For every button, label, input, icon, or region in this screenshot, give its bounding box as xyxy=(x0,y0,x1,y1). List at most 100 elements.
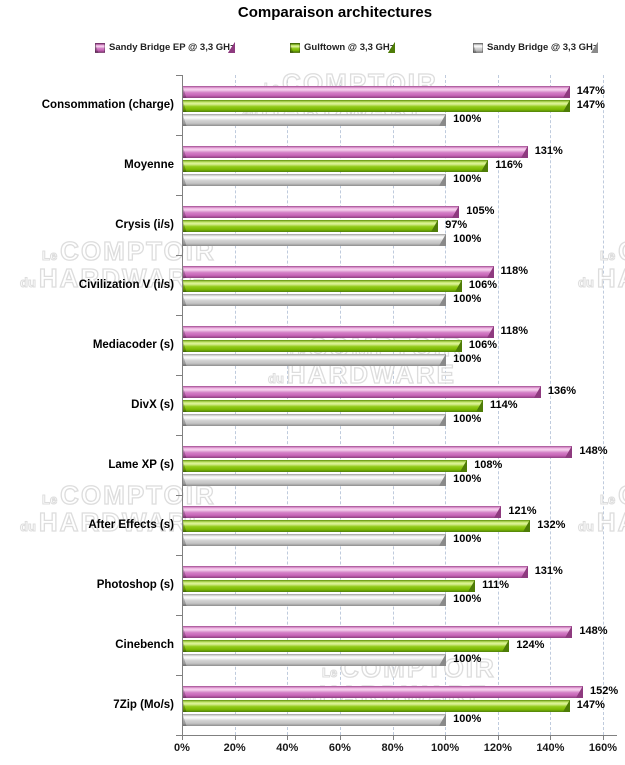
bar-sandy-bridge-ep-3-3-ghz xyxy=(183,206,460,218)
bar-sandy-bridge-3-3-ghz xyxy=(183,474,447,486)
value-label: 100% xyxy=(453,593,482,605)
bar-gulftown-3-3-ghz xyxy=(183,640,510,652)
category-label: Civilization V (i/s) xyxy=(78,279,174,291)
value-label: 100% xyxy=(453,413,482,425)
y-axis-tick xyxy=(176,435,182,436)
gridline xyxy=(550,75,552,735)
category-label: 7Zip (Mo/s) xyxy=(113,699,174,711)
legend-item-sandy-bridge-ep: Sandy Bridge EP @ 3,3 GHz xyxy=(95,42,235,53)
y-axis-tick xyxy=(176,555,182,556)
legend-label: Sandy Bridge @ 3,3 GHz xyxy=(487,42,598,53)
value-label: 124% xyxy=(516,639,545,651)
value-label: 147% xyxy=(576,699,605,711)
legend-swatch-magenta-icon xyxy=(95,42,105,53)
value-label: 114% xyxy=(490,399,518,411)
legend-swatch-green-icon xyxy=(290,42,300,53)
category-label: Mediacoder (s) xyxy=(92,339,174,351)
x-axis-tick xyxy=(339,736,341,740)
x-axis-tick xyxy=(234,736,236,740)
bar-sandy-bridge-ep-3-3-ghz xyxy=(183,446,573,458)
legend-label: Gulftown @ 3,3 GHz xyxy=(304,42,395,53)
bar-sandy-bridge-3-3-ghz xyxy=(183,594,447,606)
value-label: 105% xyxy=(466,205,495,217)
x-axis-tick-label: 100% xyxy=(431,742,460,754)
legend-item-gulftown: Gulftown @ 3,3 GHz xyxy=(290,42,395,53)
value-label: 147% xyxy=(576,99,605,111)
x-axis-tick xyxy=(287,736,289,740)
bar-sandy-bridge-3-3-ghz xyxy=(183,114,447,126)
bar-sandy-bridge-ep-3-3-ghz xyxy=(183,386,541,398)
bar-sandy-bridge-ep-3-3-ghz xyxy=(183,626,573,638)
bar-sandy-bridge-3-3-ghz xyxy=(183,714,447,726)
category-label: After Effects (s) xyxy=(88,519,174,531)
bar-sandy-bridge-ep-3-3-ghz xyxy=(183,266,494,278)
x-axis-tick xyxy=(182,736,183,740)
value-label: 100% xyxy=(453,293,482,305)
bar-gulftown-3-3-ghz xyxy=(183,520,531,532)
y-axis-tick xyxy=(176,735,182,736)
y-axis-tick xyxy=(176,615,182,616)
value-label: 108% xyxy=(474,459,503,471)
value-label: 106% xyxy=(468,339,498,351)
x-axis-tick-label: 20% xyxy=(223,742,246,754)
value-label: 118% xyxy=(500,265,529,277)
y-axis-tick xyxy=(176,315,182,316)
x-axis-tick-label: 140% xyxy=(536,742,565,754)
bar-sandy-bridge-3-3-ghz xyxy=(183,414,447,426)
bar-sandy-bridge-ep-3-3-ghz xyxy=(183,566,528,578)
value-label: 148% xyxy=(579,445,608,457)
x-axis-tick xyxy=(603,736,604,740)
value-label: 118% xyxy=(500,325,529,337)
value-label: 131% xyxy=(534,145,563,157)
y-axis-tick xyxy=(176,255,182,256)
bar-sandy-bridge-3-3-ghz xyxy=(183,294,447,306)
category-label: Crysis (i/s) xyxy=(115,219,174,231)
x-axis-tick-label: 60% xyxy=(328,742,351,754)
value-label: 100% xyxy=(453,653,482,665)
value-label: 100% xyxy=(453,713,482,725)
y-axis-line xyxy=(182,75,183,735)
x-axis-line xyxy=(176,735,617,736)
legend-label: Sandy Bridge EP @ 3,3 GHz xyxy=(109,42,235,53)
bar-gulftown-3-3-ghz xyxy=(183,700,570,712)
value-label: 100% xyxy=(453,173,482,185)
category-label: Moyenne xyxy=(124,159,174,171)
value-label: 132% xyxy=(537,519,566,531)
bar-sandy-bridge-3-3-ghz xyxy=(183,534,447,546)
bar-sandy-bridge-3-3-ghz xyxy=(183,234,447,246)
bar-gulftown-3-3-ghz xyxy=(183,460,468,472)
category-label: Cinebench xyxy=(115,639,174,651)
gridline xyxy=(497,75,499,735)
bar-gulftown-3-3-ghz xyxy=(183,100,570,112)
x-axis-tick xyxy=(445,736,447,740)
x-axis-tick-label: 160% xyxy=(588,742,618,754)
bar-sandy-bridge-ep-3-3-ghz xyxy=(183,146,528,158)
x-axis-tick xyxy=(497,736,499,740)
bar-gulftown-3-3-ghz xyxy=(183,580,476,592)
bar-sandy-bridge-3-3-ghz xyxy=(183,654,447,666)
x-axis-tick-label: 40% xyxy=(276,742,299,754)
bar-gulftown-3-3-ghz xyxy=(183,160,489,172)
bar-sandy-bridge-3-3-ghz xyxy=(183,174,447,186)
value-label: 147% xyxy=(576,85,605,97)
value-label: 100% xyxy=(453,353,482,365)
value-label: 116% xyxy=(495,159,523,171)
value-label: 136% xyxy=(547,385,577,397)
value-label: 121% xyxy=(508,505,537,517)
category-label: DivX (s) xyxy=(131,399,174,411)
bar-gulftown-3-3-ghz xyxy=(183,400,483,412)
x-axis-tick-label: 0% xyxy=(174,742,190,754)
chart-title: Comparaison architectures xyxy=(237,4,433,21)
value-label: 152% xyxy=(590,685,619,697)
x-axis-tick-label: 80% xyxy=(381,742,404,754)
legend-item-sandy-bridge: Sandy Bridge @ 3,3 GHz xyxy=(473,42,598,53)
value-label: 148% xyxy=(579,625,608,637)
y-axis-tick xyxy=(176,495,182,496)
value-label: 100% xyxy=(453,113,482,125)
bar-gulftown-3-3-ghz xyxy=(183,340,462,352)
bar-sandy-bridge-ep-3-3-ghz xyxy=(183,326,494,338)
bar-sandy-bridge-3-3-ghz xyxy=(183,354,447,366)
y-axis-tick xyxy=(176,195,182,196)
